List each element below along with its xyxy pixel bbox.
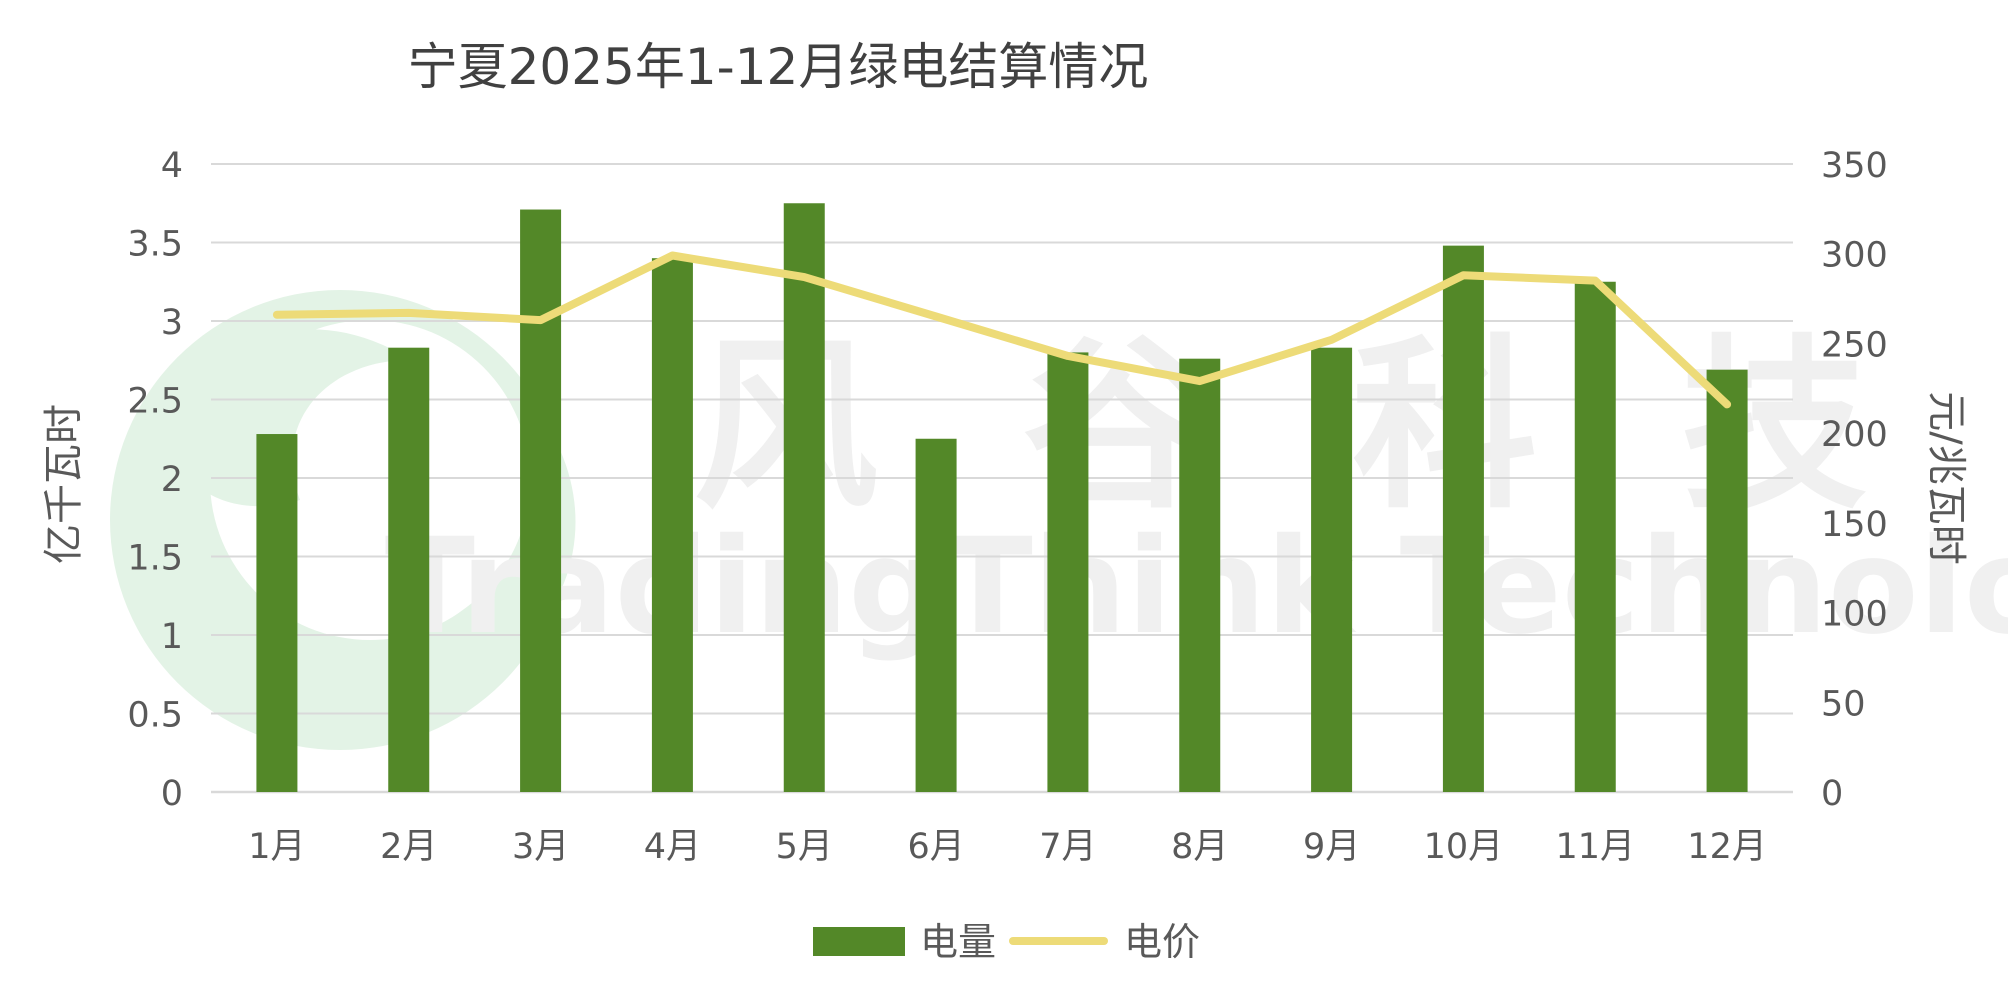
line-point — [935, 315, 938, 318]
bar-series — [256, 203, 1748, 792]
legend-label-line: 电价 — [1124, 920, 1200, 964]
x-axis-tick-label: 2月 — [380, 827, 437, 867]
left-axis-tick-label: 3 — [161, 303, 183, 343]
line-point — [1066, 354, 1069, 357]
legend-label-bar: 电量 — [920, 920, 996, 964]
bar — [1442, 245, 1484, 792]
right-axis-tick-label: 100 — [1821, 595, 1888, 635]
bar — [256, 434, 298, 792]
bar — [1179, 358, 1221, 792]
x-axis-tick-label: 9月 — [1303, 827, 1360, 867]
x-axis-tick-label: 5月 — [776, 827, 833, 867]
x-axis-tick-label: 12月 — [1687, 827, 1767, 867]
right-axis-tick-label: 50 — [1821, 684, 1866, 724]
bar — [388, 347, 430, 792]
right-axis-label: 元/兆瓦时 — [1923, 391, 1969, 564]
left-axis-ticks: 0 0.5 1 1.5 2 2.5 3 3.5 4 — [127, 146, 183, 814]
line-point — [1726, 403, 1729, 406]
x-axis-tick-label: 4月 — [644, 827, 701, 867]
line-point — [407, 311, 410, 314]
bar — [915, 438, 957, 792]
left-axis-tick-label: 0.5 — [127, 696, 183, 736]
right-axis-ticks: 0 50 100 150 200 250 300 350 — [1821, 146, 1888, 814]
left-axis-tick-label: 1 — [161, 617, 183, 657]
legend-swatch-bar — [813, 927, 905, 956]
line-point — [1594, 279, 1597, 282]
left-axis-tick-label: 3.5 — [127, 225, 183, 265]
right-axis-tick-label: 200 — [1821, 415, 1888, 455]
x-axis-tick-label: 10月 — [1424, 827, 1504, 867]
legend: 电量 电价 — [813, 920, 1200, 964]
bar — [783, 203, 825, 792]
line-point — [539, 319, 542, 322]
left-axis-label: 亿千瓦时 — [41, 404, 87, 564]
bar — [1574, 281, 1616, 792]
left-axis-tick-label: 1.5 — [127, 539, 183, 579]
x-axis-tick-label: 6月 — [907, 827, 964, 867]
x-axis-tick-label: 8月 — [1171, 827, 1228, 867]
right-axis-tick-label: 300 — [1821, 236, 1888, 276]
line-point — [671, 254, 674, 257]
bar — [1047, 352, 1089, 792]
right-axis-tick-label: 250 — [1821, 325, 1888, 365]
x-axis-tick-label: 7月 — [1039, 827, 1096, 867]
bar — [651, 258, 693, 792]
x-axis-ticks: 1月 2月 3月 4月 5月 6月 7月 8月 9月 10月 11月 12月 — [248, 827, 1767, 867]
line-point — [1198, 380, 1201, 383]
x-axis-tick-label: 1月 — [248, 827, 305, 867]
gridlines — [211, 163, 1793, 794]
left-axis-tick-label: 4 — [161, 146, 183, 186]
bar — [520, 209, 562, 792]
chart-title: 宁夏2025年1-12月绿电结算情况 — [408, 38, 1149, 96]
x-axis-tick-label: 11月 — [1555, 827, 1635, 867]
left-axis-tick-label: 2 — [161, 460, 183, 500]
x-axis-tick-label: 3月 — [512, 827, 569, 867]
right-axis-tick-label: 150 — [1821, 505, 1888, 545]
line-point — [275, 313, 278, 316]
left-axis-tick-label: 0 — [161, 774, 183, 814]
line-point — [1462, 274, 1465, 277]
line-point — [1330, 338, 1333, 341]
right-axis-tick-label: 0 — [1821, 774, 1843, 814]
price-line — [272, 251, 1732, 409]
line-series — [272, 251, 1732, 409]
bar — [1706, 369, 1748, 792]
bar — [1311, 347, 1353, 792]
line-point — [803, 276, 806, 279]
left-axis-tick-label: 2.5 — [127, 382, 183, 422]
right-axis-tick-label: 350 — [1821, 146, 1888, 186]
